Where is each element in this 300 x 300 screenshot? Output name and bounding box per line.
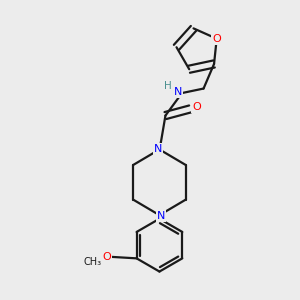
Text: O: O (103, 252, 111, 262)
Text: CH₃: CH₃ (83, 257, 102, 267)
Text: N: N (174, 88, 182, 98)
Text: H: H (164, 82, 171, 92)
Text: N: N (154, 144, 162, 154)
Text: N: N (157, 211, 165, 221)
Text: O: O (212, 34, 221, 44)
Text: O: O (192, 103, 201, 112)
